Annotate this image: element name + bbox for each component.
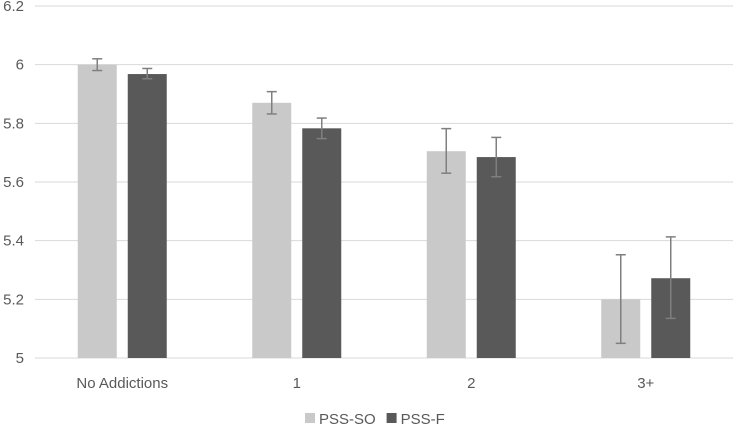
error-bar-pss-f-1 — [316, 117, 327, 140]
error-bar-pss-f-0 — [142, 67, 153, 80]
bar-pss-so-1 — [252, 102, 292, 358]
y-tick-label: 6 — [16, 57, 24, 74]
legend-label-pss-f: PSS-F — [401, 411, 445, 428]
x-category-label: 2 — [467, 375, 475, 392]
y-tick-label: 5.6 — [3, 174, 24, 191]
legend-swatch-pss-so — [305, 413, 315, 423]
x-axis-categories: No Addictions 1 2 3+ — [76, 375, 654, 392]
y-tick-label: 6.2 — [3, 0, 24, 15]
y-tick-label: 5.4 — [3, 233, 24, 250]
legend: PSS-SO PSS-F — [305, 411, 445, 428]
error-bar-pss-f-3 — [665, 236, 676, 320]
x-category-label: 3+ — [637, 375, 654, 392]
bar-pss-f-2 — [476, 157, 516, 358]
error-bar-pss-so-0 — [92, 58, 103, 72]
bar-pss-f-0 — [127, 74, 167, 358]
error-bar-pss-so-1 — [266, 90, 277, 115]
legend-swatch-pss-f — [386, 413, 397, 423]
legend-label-pss-so: PSS-SO — [319, 411, 376, 428]
bars — [77, 64, 691, 359]
error-bar-pss-so-3 — [615, 253, 626, 345]
y-tick-label: 5 — [16, 350, 24, 367]
error-bar-pss-so-2 — [441, 127, 452, 174]
y-tick-label: 5.8 — [3, 115, 24, 132]
bar-pss-so-0 — [77, 64, 117, 359]
error-bars — [92, 58, 676, 345]
error-bar-pss-f-2 — [491, 136, 502, 178]
y-axis-ticks: 5 5.2 5.4 5.6 5.8 6 6.2 — [3, 0, 24, 367]
bar-pss-f-1 — [302, 128, 342, 358]
x-category-label: No Addictions — [76, 375, 168, 392]
y-tick-label: 5.2 — [3, 291, 24, 308]
bar-pss-so-2 — [426, 151, 466, 358]
x-category-label: 1 — [293, 375, 301, 392]
